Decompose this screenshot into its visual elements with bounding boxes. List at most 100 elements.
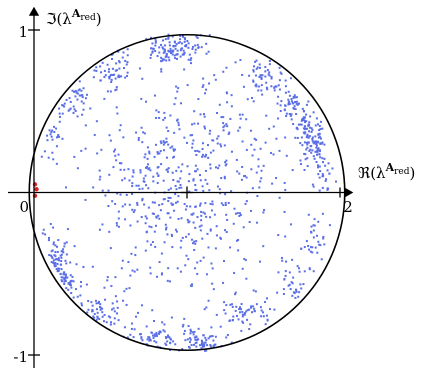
scatter-point — [250, 306, 253, 309]
scatter-point — [84, 198, 87, 201]
scatter-point — [224, 312, 227, 315]
scatter-point — [148, 336, 151, 339]
scatter-point — [113, 322, 116, 325]
scatter-point — [209, 163, 212, 166]
scatter-point — [214, 335, 217, 338]
scatter-point — [209, 167, 212, 170]
scatter-point — [69, 284, 72, 287]
scatter-point — [198, 150, 201, 153]
scatter-point — [149, 53, 152, 56]
scatter-point — [229, 303, 232, 306]
scatter-point — [165, 55, 168, 58]
scatter-point — [214, 78, 217, 81]
scatter-point — [253, 137, 256, 140]
scatter-point — [62, 251, 65, 254]
scatter-point — [299, 159, 302, 162]
scatter-point — [194, 342, 197, 345]
scatter-point — [157, 165, 160, 168]
scatter-point — [115, 86, 118, 89]
scatter-point — [91, 265, 94, 268]
scatter-point — [69, 100, 72, 103]
scatter-point — [162, 179, 165, 182]
scatter-point — [136, 220, 139, 223]
scatter-point — [104, 74, 107, 77]
scatter-point — [82, 265, 85, 268]
scatter-point — [122, 299, 125, 302]
scatter-point — [292, 123, 295, 126]
scatter-point — [104, 298, 107, 301]
scatter-point — [98, 169, 101, 172]
scatter-point — [206, 144, 209, 147]
scatter-point — [63, 278, 66, 281]
scatter-point — [69, 107, 72, 110]
scatter-point — [53, 130, 56, 133]
scatter-point — [319, 244, 322, 247]
scatter-point — [294, 96, 297, 99]
scatter-point — [228, 319, 231, 322]
scatter-point — [201, 341, 204, 344]
scatter-point — [144, 153, 147, 156]
scatter-point — [305, 113, 308, 116]
scatter-point — [181, 325, 184, 328]
scatter-point — [222, 126, 225, 129]
scatter-point — [87, 299, 90, 302]
scatter-point — [162, 198, 165, 201]
scatter-point — [297, 102, 300, 105]
scatter-point — [76, 98, 79, 101]
scatter-point — [223, 124, 226, 127]
scatter-point — [258, 260, 261, 263]
scatter-point — [169, 216, 172, 219]
scatter-point — [223, 175, 226, 178]
scatter-point — [60, 276, 63, 279]
scatter-point — [81, 94, 84, 97]
scatter-point — [189, 337, 192, 340]
scatter-point — [215, 313, 218, 316]
scatter-point — [112, 307, 115, 310]
scatter-point — [208, 132, 211, 135]
scatter-point — [295, 102, 298, 105]
scatter-point — [245, 200, 248, 203]
scatter-point — [141, 339, 144, 342]
scatter-point — [174, 57, 177, 60]
scatter-point — [62, 248, 65, 251]
scatter-point — [181, 34, 184, 37]
scatter-point — [172, 49, 175, 52]
scatter-point — [63, 105, 66, 108]
scatter-point — [306, 143, 309, 146]
scatter-point — [160, 56, 163, 59]
scatter-point — [192, 212, 195, 215]
scatter-point — [189, 205, 192, 208]
scatter-point — [224, 201, 227, 204]
scatter-point — [194, 48, 197, 51]
scatter-point — [159, 140, 162, 143]
scatter-point — [207, 156, 210, 159]
scatter-point — [202, 256, 205, 259]
scatter-point — [259, 147, 262, 150]
scatter-point — [146, 146, 149, 149]
scatter-point — [317, 173, 320, 176]
scatter-point — [277, 84, 280, 87]
scatter-point — [282, 292, 285, 295]
scatter-point — [220, 177, 223, 180]
scatter-point — [255, 59, 258, 62]
scatter-point — [78, 80, 81, 83]
scatter-point — [54, 255, 57, 258]
scatter-point — [158, 261, 161, 264]
scatter-point — [234, 212, 237, 215]
scatter-point — [109, 323, 112, 326]
scatter-point — [101, 307, 104, 310]
scatter-point — [255, 83, 258, 86]
scatter-point — [312, 236, 315, 239]
scatter-point — [191, 45, 194, 48]
scatter-point — [106, 276, 109, 279]
scatter-point — [299, 283, 302, 286]
scatter-point — [287, 101, 290, 104]
scatter-point — [173, 54, 176, 57]
scatter-point — [80, 304, 83, 307]
scatter-point — [194, 338, 197, 341]
scatter-point — [201, 85, 204, 88]
scatter-point — [238, 311, 241, 314]
scatter-point — [290, 113, 293, 116]
scatter-point — [153, 340, 156, 343]
scatter-point — [285, 115, 288, 118]
